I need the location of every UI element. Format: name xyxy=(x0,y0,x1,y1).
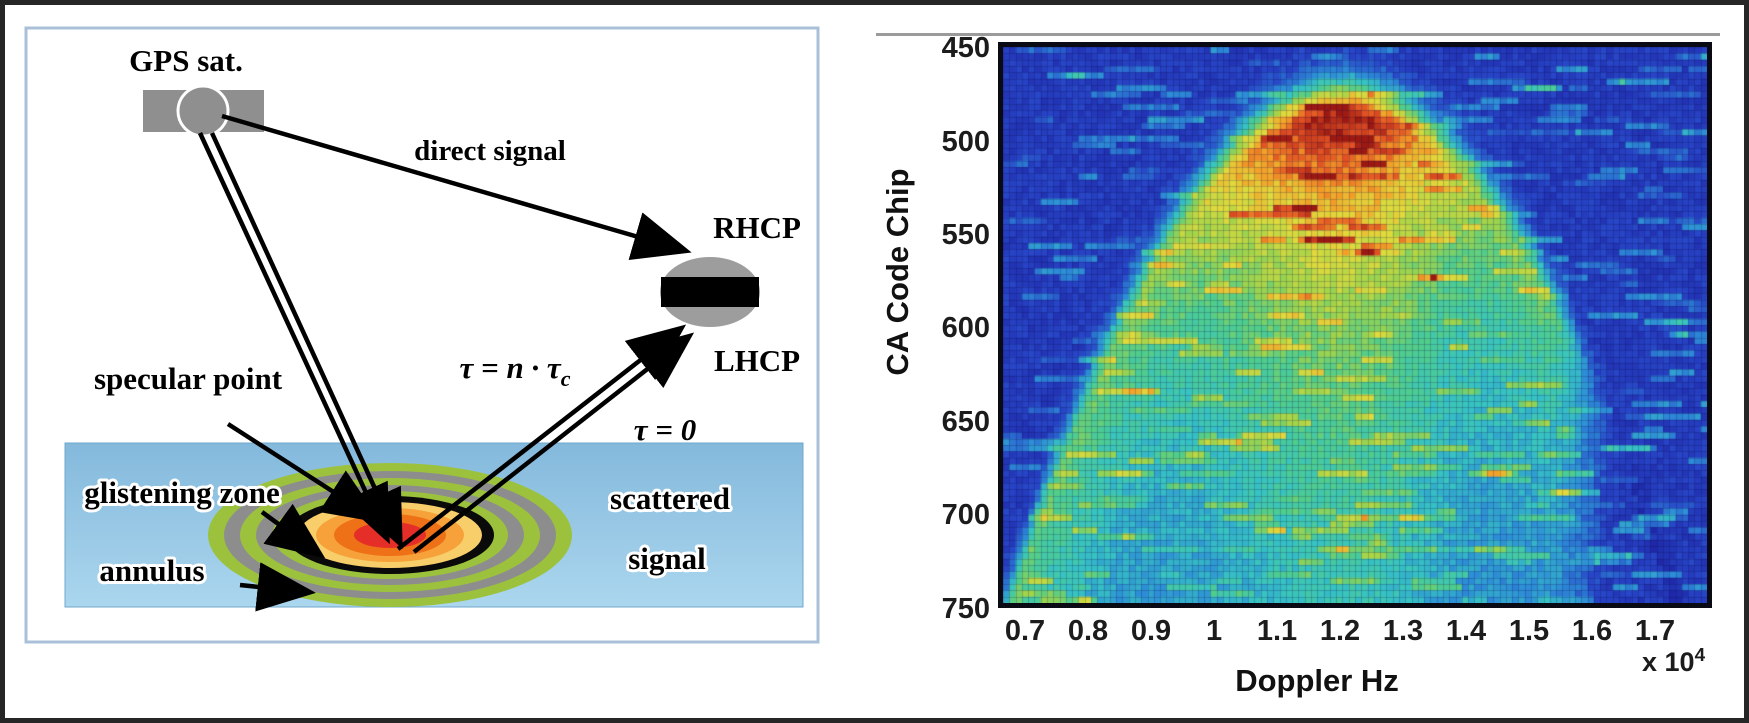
plot-top-rule xyxy=(876,33,1720,36)
y-tick-label: 750 xyxy=(878,593,990,626)
glistening-zone-label: glistening zone xyxy=(84,475,279,510)
rhcp-label: RHCP xyxy=(713,210,801,245)
lhcp-label: LHCP xyxy=(714,343,800,378)
receiver-band xyxy=(661,277,759,307)
x-axis-scale-multiplier: x 104 xyxy=(1642,645,1705,678)
satellite-body xyxy=(178,86,228,136)
specular-point-label: specular point xyxy=(94,361,283,396)
x-tick-label: 1.4 xyxy=(1431,615,1501,648)
geometry-diagram: GPS sat. direct signal RHCP LHCP specula… xyxy=(0,0,850,723)
y-tick-label: 600 xyxy=(878,312,990,345)
tau-annulus-equation: τ = n · τc xyxy=(460,350,571,391)
x-tick-label: 1.5 xyxy=(1494,615,1564,648)
x-tick-label: 1 xyxy=(1179,615,1249,648)
x-axis-title: Doppler Hz xyxy=(1235,663,1399,699)
x-tick-label: 0.8 xyxy=(1053,615,1123,648)
x-tick-label: 1.2 xyxy=(1305,615,1375,648)
y-tick-label: 500 xyxy=(878,126,990,159)
y-tick-label: 450 xyxy=(878,32,990,65)
y-tick-label: 700 xyxy=(878,499,990,532)
x-tick-label: 0.7 xyxy=(990,615,1060,648)
x-tick-label: 1.6 xyxy=(1557,615,1627,648)
y-tick-label: 650 xyxy=(878,406,990,439)
annulus-label: annulus xyxy=(99,553,204,588)
delay-doppler-heatmap xyxy=(1003,47,1707,603)
x-tick-label: 1.3 xyxy=(1368,615,1438,648)
y-tick-label: 550 xyxy=(878,219,990,252)
gps-reflectometry-figure: GPS sat. direct signal RHCP LHCP specula… xyxy=(0,0,1749,723)
scattered-label-line2: signal xyxy=(628,541,706,576)
scattered-label-line1: scattered xyxy=(610,481,730,516)
tau-zero-equation: τ = 0 xyxy=(634,412,696,447)
gps-sat-label: GPS sat. xyxy=(129,43,243,78)
x-tick-label: 1.1 xyxy=(1242,615,1312,648)
heatmap-plot-area xyxy=(998,42,1712,608)
x-tick-label: 0.9 xyxy=(1116,615,1186,648)
x-tick-label: 1.7 xyxy=(1620,615,1690,648)
receiver-antenna-icon xyxy=(660,257,760,327)
gps-satellite-icon xyxy=(143,86,264,136)
direct-signal-label: direct signal xyxy=(414,135,566,167)
